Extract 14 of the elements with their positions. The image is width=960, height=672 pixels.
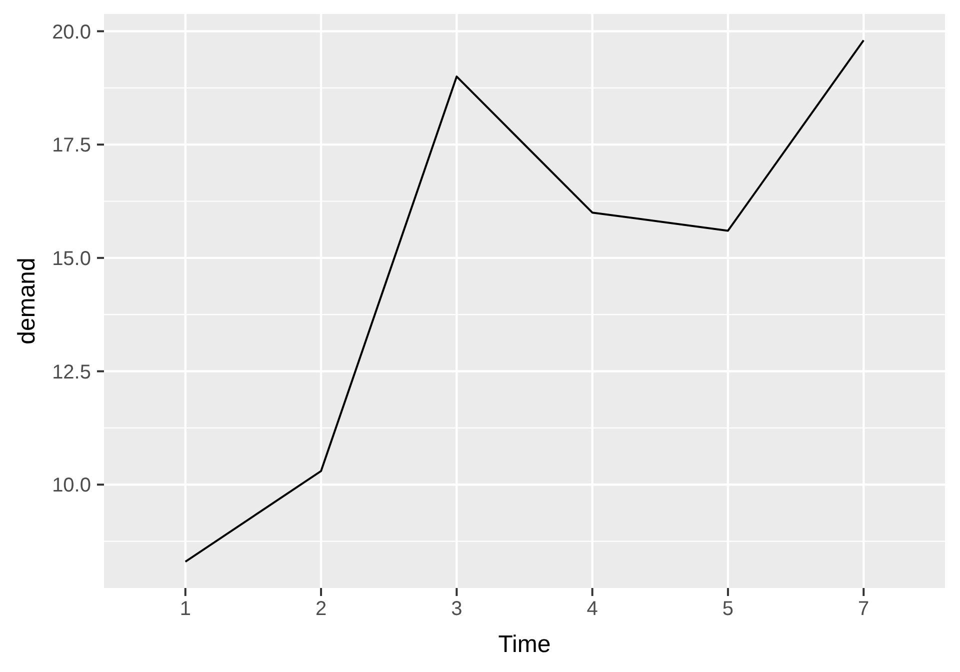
x-tick-label: 7: [858, 598, 870, 620]
y-tick-label: 15.0: [52, 248, 91, 270]
x-tick-label: 5: [722, 598, 734, 620]
x-tick-label: 1: [180, 598, 191, 620]
y-tick-label: 20.0: [52, 21, 91, 44]
y-tick-label: 12.5: [52, 361, 91, 384]
y-tick-label: 17.5: [52, 134, 91, 157]
x-tick-label: 3: [451, 598, 462, 620]
y-tick-label: 10.0: [52, 474, 91, 497]
x-axis-title: Time: [498, 631, 551, 658]
x-tick-label: 2: [315, 598, 327, 620]
y-axis-title: demand: [14, 258, 40, 344]
line-series: [184, 39, 865, 563]
x-tick-label: 4: [586, 598, 598, 620]
